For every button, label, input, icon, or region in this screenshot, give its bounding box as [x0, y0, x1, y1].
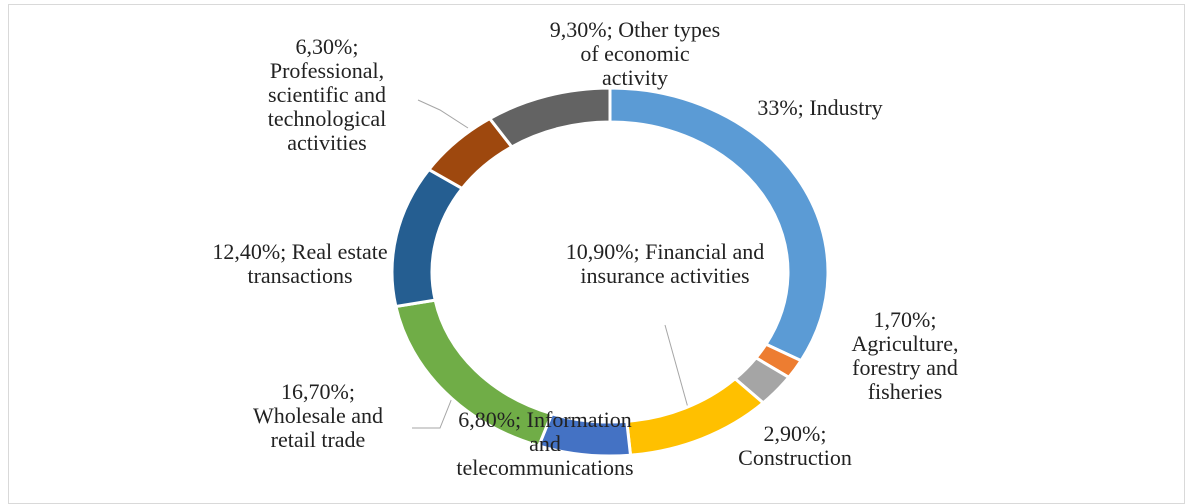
value-label: 16,70%;	[281, 379, 355, 404]
category-label: Information and telecommunications	[456, 407, 634, 480]
data-label: 16,70%; Wholesale and retail trade	[243, 380, 393, 452]
data-label: 6,30%; Professional, scientific and tech…	[252, 35, 402, 155]
data-label: 9,30%; Other types of economic activity	[545, 18, 725, 90]
data-label: 1,70%; Agriculture, forestry and fisheri…	[840, 308, 970, 404]
category-label: Other types of economic activity	[580, 17, 721, 90]
category-label: Wholesale and retail trade	[252, 403, 384, 452]
category-label: Real estate transactions	[247, 239, 388, 288]
doughnut-segment	[487, 86, 612, 149]
value-label: 33%;	[757, 95, 804, 120]
data-label: 33%; Industry	[710, 96, 930, 120]
value-label: 10,90%;	[565, 239, 640, 264]
data-label: 2,90%; Construction	[720, 422, 870, 470]
doughnut-segment	[608, 86, 830, 363]
leader-line	[417, 99, 469, 129]
value-label: 12,40%;	[212, 239, 287, 264]
leader-line	[664, 324, 691, 416]
data-label: 10,90%; Financial and insurance activiti…	[563, 240, 768, 288]
value-label: 6,30%;	[295, 34, 359, 59]
value-label: 1,70%;	[873, 307, 937, 332]
category-label: Industry	[809, 95, 883, 120]
data-label: 12,40%; Real estate transactions	[198, 240, 403, 288]
value-label: 2,90%;	[763, 421, 827, 446]
category-label: Construction	[738, 445, 852, 470]
doughnut-segment	[390, 167, 465, 309]
value-label: 9,30%;	[549, 17, 613, 42]
category-label: Professional, scientific and technologic…	[267, 58, 387, 155]
category-label: Financial and insurance activities	[580, 239, 765, 288]
value-label: 6,80%;	[458, 407, 522, 432]
data-label: 6,80%; Information and telecommunication…	[440, 408, 650, 480]
category-label: Agriculture, forestry and fisheries	[851, 331, 959, 404]
